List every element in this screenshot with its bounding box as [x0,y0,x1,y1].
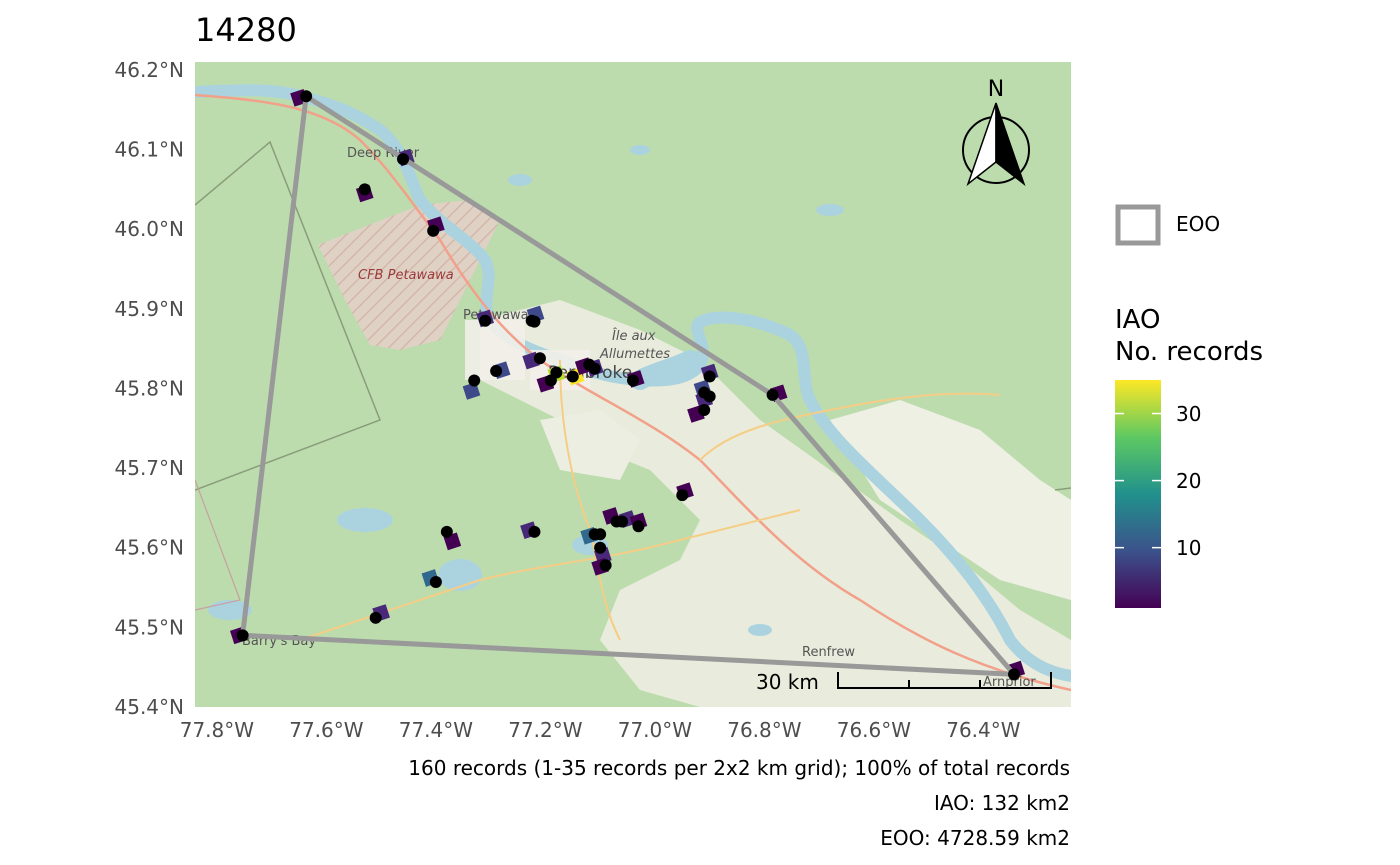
north-arrow: N [962,77,1030,187]
record-point [528,525,541,538]
legend-eoo-label: EOO [1176,212,1221,236]
place-label: Renfrew [802,645,855,660]
ottawa-river [630,350,700,390]
record-point [369,611,382,624]
record-point [429,575,442,588]
y-axis: 46.2°N 46.1°N 46.0°N 45.9°N 45.8°N 45.7°N 45.6… [115,58,185,719]
legend-colorbar [1115,380,1161,608]
y-tick-label: 45.6°N [115,536,185,560]
x-axis: 77.8°W 77.6°W 77.4°W 77.2°W 77.0°W 76.8°W 76.6… [180,718,1021,742]
record-point [703,370,716,383]
north-arrow-label: N [988,77,1004,102]
record-point [300,90,313,103]
north-arrow-right-half [995,102,1026,187]
x-tick-label: 77.4°W [399,718,474,742]
y-tick-label: 45.9°N [115,297,185,321]
record-point [358,183,371,196]
place-label: Allumettes [599,347,670,362]
record-point [440,525,453,538]
colorbar-ticks [1115,412,1161,549]
legend-iao-title: IAO No. records [1115,304,1263,368]
record-point [703,390,716,403]
y-tick-label: 45.4°N [115,695,185,719]
park-boundary [1054,487,1071,491]
record-point [566,370,579,383]
y-tick-label: 46.0°N [115,217,185,241]
lake [748,624,772,636]
secondary-road [699,392,1001,461]
x-tick-label: 77.6°W [289,718,364,742]
record-point [588,362,601,375]
record-points [236,90,1021,681]
record-point [599,559,612,572]
place-label: Arnprior [983,675,1036,690]
record-point [468,374,481,387]
farmland-area [480,300,1071,707]
record-point [525,314,538,327]
x-tick-label: 77.0°W [618,718,693,742]
place-label: CFB Petawawa [358,268,454,283]
record-point [1008,668,1021,681]
colorbar-label: 20 [1176,468,1202,493]
record-point [698,403,711,416]
place-label: Petawawa [463,308,529,323]
park-boundary [195,479,241,611]
record-point [594,528,607,541]
record-point [676,489,689,502]
lake [630,145,650,155]
scale-bar: 30 km [756,670,1052,694]
record-point [479,314,492,327]
record-point [397,153,410,166]
farmland-area [830,400,1071,600]
park-boundary [195,140,381,491]
record-point [490,364,503,377]
legend-eoo-key [1115,204,1161,246]
record-point [766,388,779,401]
lake [508,174,532,186]
y-tick-label: 45.5°N [115,615,185,639]
record-point [236,629,249,642]
x-tick-label: 76.4°W [946,718,1021,742]
y-tick-label: 45.7°N [115,456,185,480]
colorbar-label: 30 [1176,401,1202,426]
x-tick-label: 77.8°W [180,718,255,742]
y-tick-label: 46.2°N [115,58,185,82]
legend-iao-title-line1: IAO [1115,305,1161,335]
y-tick-label: 46.1°N [115,138,185,162]
x-tick-label: 76.6°W [837,718,912,742]
x-tick-label: 77.2°W [508,718,583,742]
record-point [616,515,629,528]
caption-eoo: EOO: 4728.59 km2 [880,826,1070,850]
secondary-road [559,359,621,641]
record-point [594,541,607,554]
chart-title: 14280 [195,11,297,49]
record-point [427,224,440,237]
caption-records: 160 records (1-35 records per 2x2 km gri… [408,756,1070,780]
x-tick-label: 76.8°W [727,718,802,742]
record-point [627,374,639,387]
y-tick-label: 45.8°N [115,376,185,400]
record-point [550,366,563,379]
colorbar-label: 10 [1176,535,1202,560]
caption-iao: IAO: 132 km2 [933,791,1070,815]
record-point [533,352,546,365]
lake [337,508,393,532]
scale-bar-label: 30 km [756,670,819,694]
lake [816,204,844,216]
place-label: Île aux [612,328,656,344]
record-point [632,520,645,533]
iao-cell [462,382,481,400]
legend-iao-title-line2: No. records [1115,337,1264,367]
secondary-road [299,509,801,641]
